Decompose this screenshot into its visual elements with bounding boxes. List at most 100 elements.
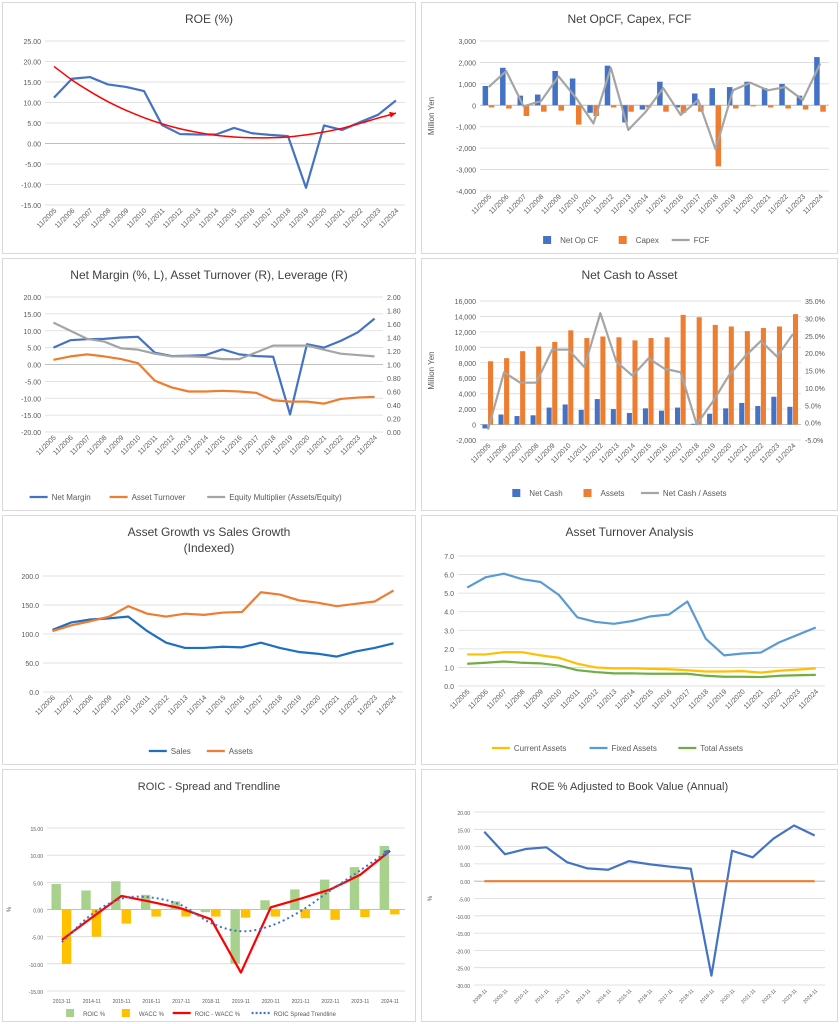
series-line [53,75,397,189]
bar [707,413,713,425]
bar [319,879,330,910]
bar [562,404,568,425]
trendline-arrowhead [389,111,396,118]
legend-label: Equity Multiplier (Assets/Equity) [229,493,342,502]
y-tick-label: 8,000 [458,361,476,368]
bar [506,105,512,109]
y2-tick-label: 1.60 [387,322,401,329]
chart-title: Net Cash to Asset [581,268,678,282]
bar [642,408,648,425]
bar [715,105,722,167]
bar [600,336,606,425]
y-tick-label: 0.00 [460,880,470,886]
x-tick-label: 2018-11 [202,999,220,1005]
y-tick-label: -10.00 [456,915,470,921]
bar [587,105,593,113]
y-tick-label: 10.00 [30,854,43,860]
series-line [52,589,395,633]
bar [739,402,745,425]
y-tick-label: 50.0 [25,661,39,668]
series-line [483,824,816,977]
y-tick-label: 100.0 [21,632,39,639]
bar [792,314,799,425]
chart-panel-roic: ROIC - Spread and Trendline 15.00 10.00 5.0… [2,769,416,1022]
y-tick-label: 6.0 [444,573,454,580]
y-tick-label: -5.00 [459,898,471,904]
bar [488,105,495,108]
y2-tick-label: 0.00 [387,430,401,437]
legend-label: FCF [694,236,710,245]
bar [776,326,782,425]
y-tick-label: 0.0 [444,684,454,691]
bar [514,416,520,425]
series-line [466,572,817,657]
bar [709,88,715,106]
series-line [487,63,822,151]
y-tick-label: 0.0 [29,690,39,697]
bar [779,83,785,106]
bar [211,909,221,917]
bar [500,67,506,106]
y-tick-label: 15.00 [23,80,41,87]
y-tick-label: -20.00 [456,949,470,955]
bar [787,406,793,425]
chart-svg: ROE (%) 25.00 20.00 15.00 10.00 5.00 0.00 -5.00… [21,12,405,230]
bar [691,423,697,425]
bar [530,415,536,425]
bar [802,105,809,110]
legend-label: Fixed Assets [612,744,657,753]
y-tick-label: 10.00 [23,329,41,336]
x-tick-label: 2017-11 [172,999,190,1005]
chart-svg: Net Cash to Asset 16,000 14,000 12,000 10,00… [427,268,825,498]
x-tick-label: 11/2010 [110,694,133,717]
bar [610,105,617,108]
bar [552,71,558,106]
x-tick-label: 2015-11 [113,999,131,1005]
legend-swatch [618,236,627,244]
chart-svg: Net Margin (%, L), Asset Turnover (R), L… [21,268,401,502]
series-line [52,615,394,658]
y-tick-label: 4,000 [458,392,476,399]
y-axis-label: % [428,895,434,901]
bar [639,105,646,110]
bar [696,317,702,425]
y-tick-label: 0 [472,103,476,110]
legend-label: ROIC Spread Trendline [274,1012,337,1018]
bar [520,351,526,425]
x-tick-label: 2014-11 [596,988,613,1005]
bar [488,361,494,425]
chart-svg: Asset Growth vs Sales Growth (Indexed) 200… [21,525,403,756]
x-tick-label: 2013-11 [53,999,71,1005]
y-tick-label: 5.00 [27,346,41,353]
y-tick-label: 0.00 [27,142,41,149]
y-axis-label: Million Yen [427,97,436,135]
x-tick-label: 2018-11 [678,988,695,1005]
x-tick-label: 11/2024 [375,694,398,717]
y2-tick-label: 1.00 [387,363,401,370]
chart-svg: ROIC - Spread and Trendline 15.00 10.00 5.0… [7,781,405,1018]
y-tick-label: -25.00 [456,967,470,973]
y-tick-label: 2,000 [458,407,476,414]
bar [750,105,756,107]
y2-tick-label: 0.40 [387,403,401,410]
legend-label: Net Margin [52,493,91,502]
y-tick-label: 0.00 [33,909,43,915]
y-tick-label: -3,000 [456,168,476,175]
legend-label: Assets [229,747,253,756]
y-tick-label: 10,000 [455,345,477,352]
bar [504,358,510,425]
bar [658,410,665,425]
bar [81,890,91,910]
chart-title: Net OpCF, Capex, FCF [567,12,691,26]
y-tick-label: -5.00 [25,162,41,169]
legend-swatch [121,1009,130,1017]
bar [723,408,729,425]
y-tick-label: 20.00 [23,295,41,302]
y-tick-label: -20.00 [21,430,41,437]
bar [552,341,558,425]
y2-tick-label: 2.00 [387,295,401,302]
x-tick-label: 11/2024 [798,688,821,711]
x-tick-label: 2016-11 [142,999,160,1005]
y-tick-label: 2.0 [444,647,454,654]
